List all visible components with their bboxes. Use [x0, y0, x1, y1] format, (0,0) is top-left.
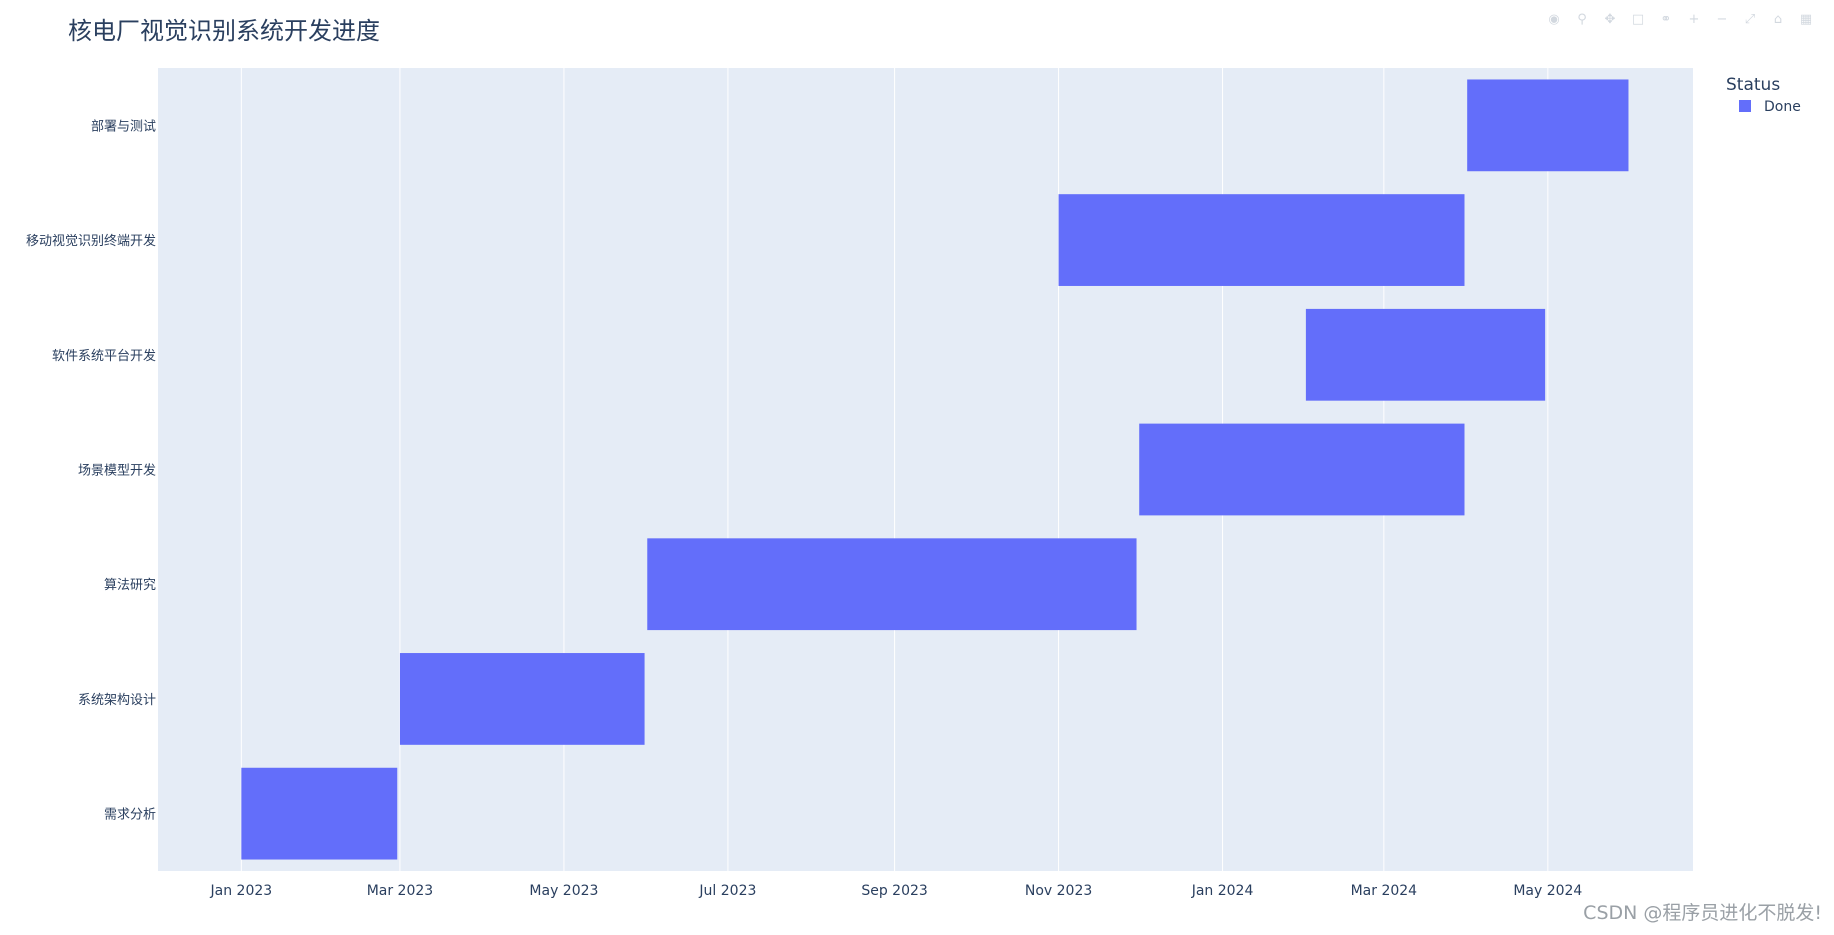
zoom-out-icon[interactable]: − [1716, 12, 1728, 27]
y-tick-label: 软件系统平台开发 [52, 348, 156, 364]
x-tick-label: Mar 2023 [367, 883, 434, 899]
x-tick-label: May 2023 [529, 883, 598, 899]
modebar: ◉ ⚲ ✥ □ ⚭ + − ⤢ ⌂ ▦ [1546, 12, 1814, 28]
watermark: CSDN @程序员进化不脱发! [1583, 902, 1822, 924]
gantt-bar [241, 767, 398, 860]
plotly-logo-icon[interactable]: ▦ [1799, 12, 1813, 27]
x-tick-label: Nov 2023 [1025, 883, 1092, 899]
y-tick-label: 需求分析 [104, 808, 156, 823]
x-tick-label: Sep 2023 [861, 883, 927, 899]
gantt-bar [1058, 194, 1465, 286]
reset-icon[interactable]: ⌂ [1773, 12, 1783, 27]
gantt-bar [647, 538, 1137, 631]
zoom-icon[interactable]: ⚲ [1577, 12, 1587, 27]
x-tick-label: Jan 2023 [210, 883, 273, 899]
lasso-icon[interactable]: ⚭ [1660, 12, 1672, 27]
x-tick-label: Jan 2024 [1191, 883, 1254, 899]
gantt-bar [1467, 79, 1629, 172]
y-tick-label: 系统架构设计 [78, 693, 156, 708]
legend-entry: Done [1764, 99, 1801, 115]
legend-swatch [1739, 100, 1751, 112]
x-tick-label: May 2024 [1513, 883, 1582, 899]
box-select-icon[interactable]: □ [1631, 12, 1645, 27]
y-tick-label: 移动视觉识别终端开发 [26, 233, 156, 249]
y-tick-label: 部署与测试 [91, 119, 156, 134]
pan-icon[interactable]: ✥ [1604, 12, 1616, 27]
camera-icon[interactable]: ◉ [1548, 12, 1560, 27]
x-tick-label: Jul 2023 [698, 883, 756, 899]
legend-title: Status [1726, 75, 1780, 95]
y-tick-label: 算法研究 [104, 578, 156, 593]
gantt-bar [399, 653, 645, 745]
gantt-bar [1139, 423, 1465, 516]
chart-title: 核电厂视觉识别系统开发进度 [68, 17, 380, 45]
y-tick-label: 场景模型开发 [78, 463, 156, 479]
x-tick-label: Mar 2024 [1351, 883, 1418, 899]
autoscale-icon[interactable]: ⤢ [1744, 12, 1756, 27]
gantt-bar [1305, 308, 1546, 401]
zoom-in-icon[interactable]: + [1688, 12, 1700, 27]
